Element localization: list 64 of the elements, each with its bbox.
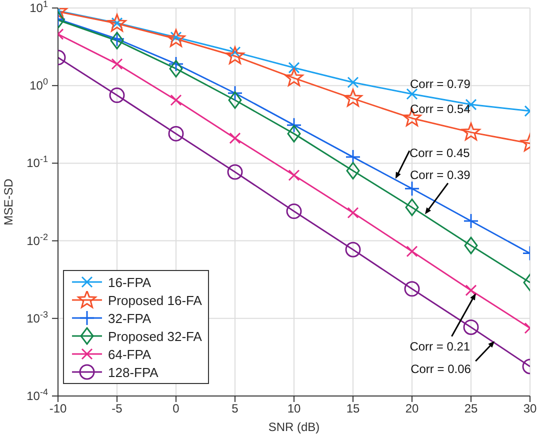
point: [286, 204, 302, 220]
y-tick-label: 10$^{1}$: [30, 0, 48, 15]
y-axis-title: MSE-SD: [1, 178, 16, 226]
x-tick-label: 20: [405, 402, 419, 416]
legend-label: 32-FPA: [108, 310, 152, 326]
point: [111, 58, 123, 70]
point: [287, 124, 301, 142]
point: [463, 319, 479, 335]
y-tick-label: 10$^{-4}$: [26, 387, 48, 403]
annotation: Corr = 0.54: [410, 102, 471, 116]
point: [463, 213, 479, 229]
point: [168, 126, 184, 142]
point: [346, 162, 360, 180]
annotation: Corr = 0.39: [410, 168, 471, 182]
point: [227, 164, 243, 180]
x-tick-label: 25: [464, 402, 478, 416]
point: [464, 236, 478, 254]
point: [344, 88, 362, 107]
y-tick-label: 10$^{-2}$: [26, 232, 48, 248]
annotation: Corr = 0.06: [410, 362, 472, 376]
y-tick-label: 10$^{0}$: [30, 76, 48, 93]
point: [288, 62, 300, 74]
point: [404, 281, 420, 297]
legend-label: Proposed 32-FA: [108, 328, 202, 344]
point: [347, 76, 359, 88]
point: [166, 29, 186, 47]
point: [284, 68, 304, 86]
point: [170, 94, 182, 106]
point: [108, 14, 126, 32]
annotation: Corr = 0.79: [410, 76, 471, 91]
x-tick-label: -10: [49, 402, 67, 416]
point: [405, 198, 419, 216]
point: [228, 91, 242, 109]
x-tick-label: 0: [172, 402, 180, 416]
x-axis-title: SNR (dB): [268, 420, 320, 434]
point: [345, 242, 361, 258]
point: [288, 169, 300, 181]
point: [465, 284, 477, 296]
x-tick-label: -5: [112, 402, 123, 416]
point: [406, 88, 418, 100]
annotation: Corr = 0.21: [410, 339, 470, 354]
legend-label: Proposed 16-FA: [108, 292, 202, 308]
x-tick-label: 30: [523, 402, 537, 416]
point: [226, 46, 244, 64]
point: [406, 246, 418, 258]
point: [345, 149, 361, 165]
y-tick-label: 10$^{-1}$: [26, 154, 48, 170]
annotation: Corr = 0.45: [409, 146, 470, 160]
legend-label: 16-FPA: [108, 274, 152, 290]
point: [168, 56, 184, 72]
point: [109, 88, 125, 104]
x-tick-label: 15: [346, 402, 360, 416]
point: [347, 206, 359, 218]
point: [227, 85, 243, 101]
x-tick-label: 10: [287, 402, 301, 416]
point: [229, 132, 241, 144]
y-tick-label: 10$^{-3}$: [26, 309, 48, 326]
point: [462, 122, 480, 140]
x-tick-label: 5: [232, 402, 239, 416]
legend-label: 128-FPA: [108, 364, 158, 380]
point: [169, 60, 183, 78]
legend-label: 64-FPA: [108, 346, 152, 362]
point: [286, 117, 302, 133]
point: [404, 180, 420, 196]
